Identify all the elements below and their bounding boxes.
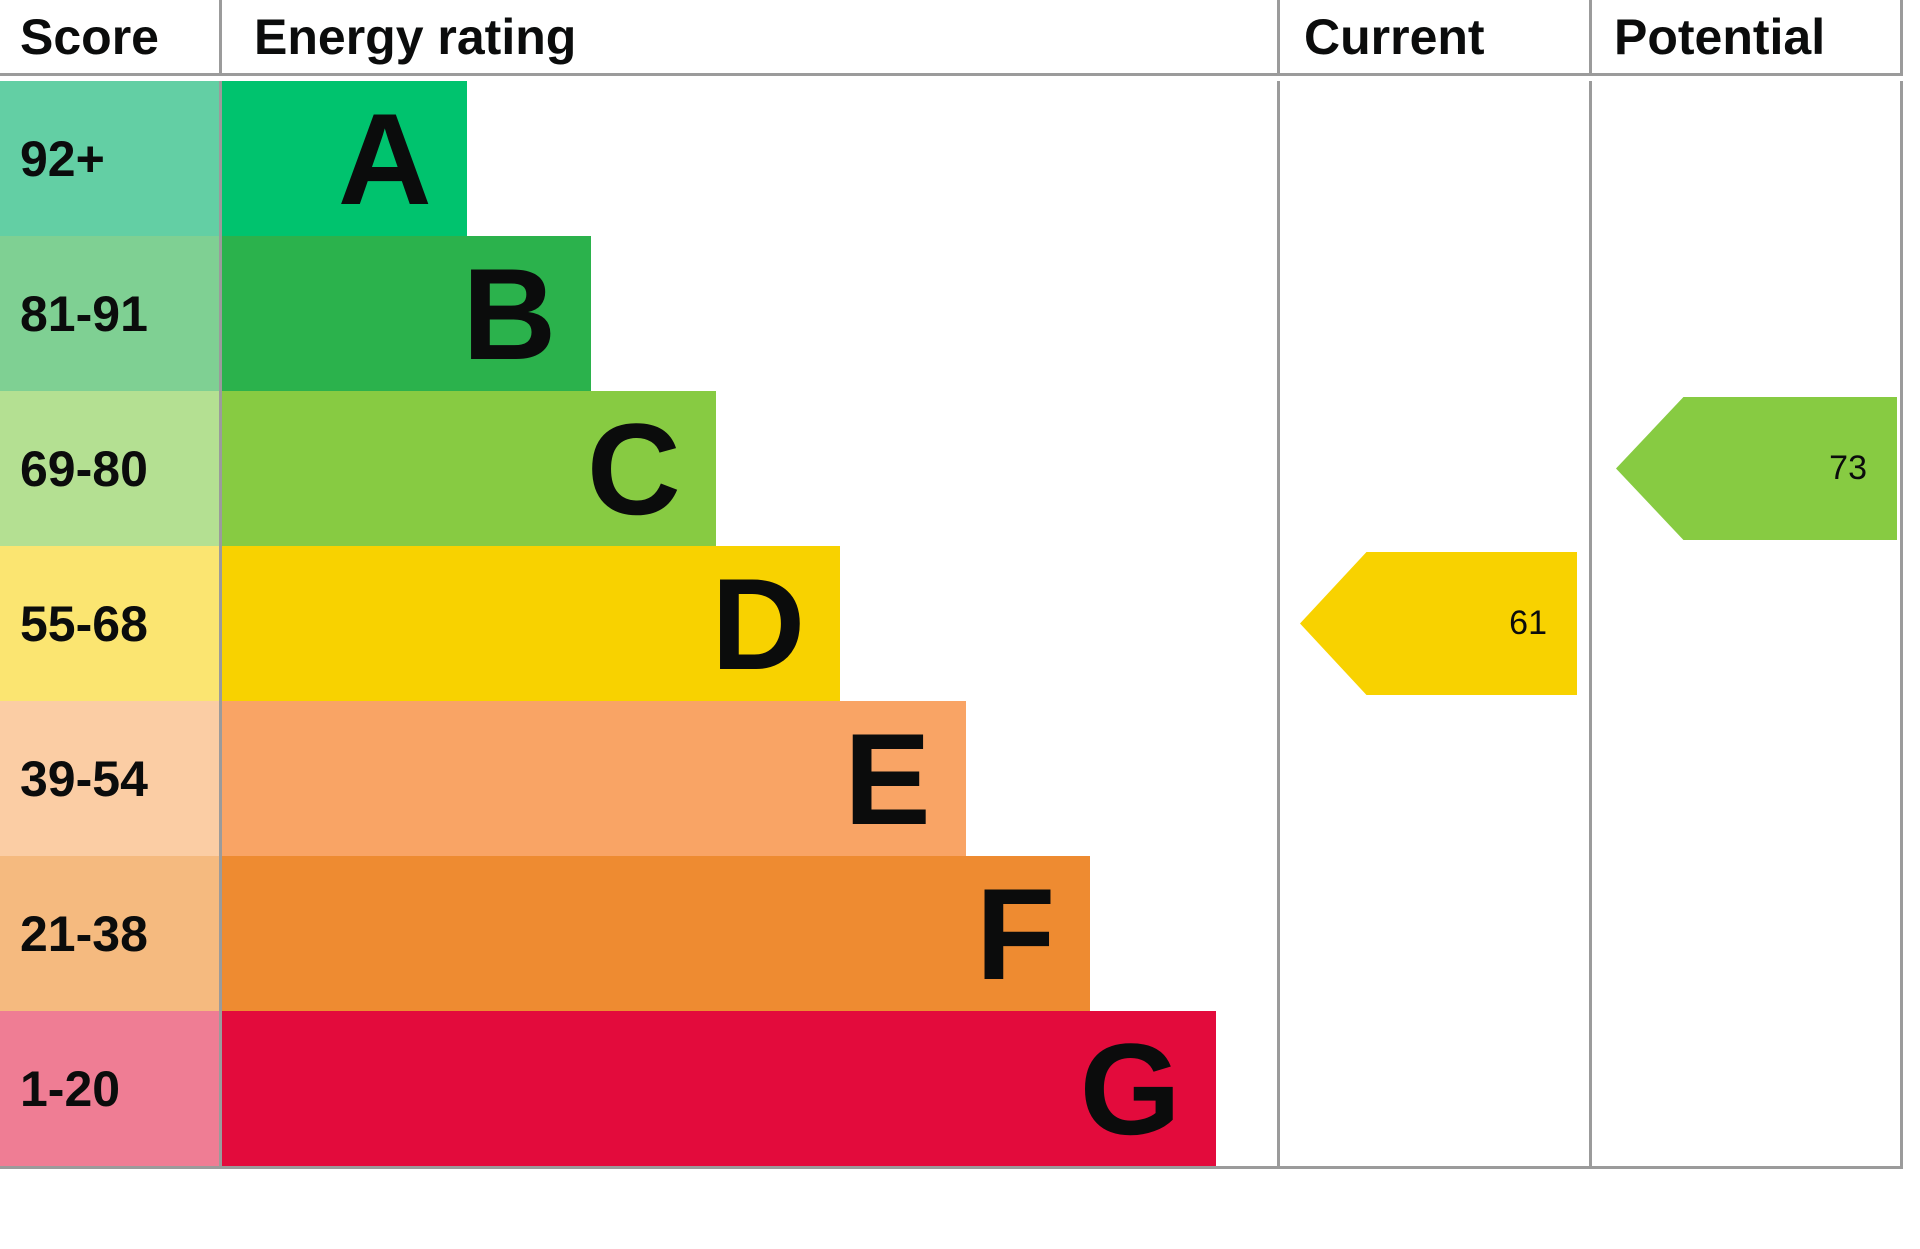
- rating-rows: 92+ A 81-91 B 69-80 C: [0, 76, 1903, 1169]
- score-range-cell: 81-91: [0, 236, 222, 391]
- current-cell: [1280, 856, 1592, 1011]
- energy-rating-column-header: Energy rating: [222, 0, 1280, 73]
- rating-row: 81-91 B: [0, 236, 1903, 391]
- potential-cell: [1592, 546, 1903, 701]
- current-cell: [1280, 81, 1592, 236]
- potential-column-header: Potential: [1592, 0, 1903, 73]
- rating-bar-area: D: [222, 546, 1280, 701]
- current-cell: [1280, 1011, 1592, 1166]
- rating-row: 21-38 F: [0, 856, 1903, 1011]
- potential-cell: 73: [1592, 391, 1903, 546]
- potential-rating-value: 73: [1829, 449, 1867, 487]
- score-column-header: Score: [0, 0, 222, 73]
- rating-letter: C: [586, 395, 681, 542]
- current-cell: [1280, 236, 1592, 391]
- chart-header-row: Score Energy rating Current Potential: [0, 0, 1903, 76]
- rating-row: 55-68 D 61: [0, 546, 1903, 701]
- rating-row: 1-20 G: [0, 1011, 1903, 1166]
- score-range-cell: 21-38: [0, 856, 222, 1011]
- rating-bar: F: [222, 856, 1091, 1011]
- current-column-header: Current: [1280, 0, 1592, 73]
- rating-bar: C: [222, 391, 716, 546]
- current-cell: 61: [1280, 546, 1592, 701]
- rating-letter: B: [462, 240, 557, 387]
- rating-bar: E: [222, 701, 966, 856]
- potential-cell: [1592, 81, 1903, 236]
- rating-letter: A: [337, 85, 432, 232]
- score-range-cell: 69-80: [0, 391, 222, 546]
- rating-bar-area: B: [222, 236, 1280, 391]
- rating-bar: G: [222, 1011, 1216, 1166]
- potential-cell: [1592, 856, 1903, 1011]
- potential-rating-arrow: 73: [1616, 397, 1897, 540]
- rating-bar: D: [222, 546, 841, 701]
- current-rating-arrow: 61: [1300, 552, 1577, 695]
- rating-bar-area: F: [222, 856, 1280, 1011]
- score-range-cell: 92+: [0, 81, 222, 236]
- potential-cell: [1592, 236, 1903, 391]
- rating-letter: D: [711, 550, 806, 697]
- score-range-cell: 1-20: [0, 1011, 222, 1166]
- rating-row: 92+ A: [0, 81, 1903, 236]
- rating-letter: F: [975, 860, 1056, 1007]
- rating-letter: G: [1079, 1015, 1181, 1162]
- rating-bar: A: [222, 81, 467, 236]
- rating-bar: B: [222, 236, 592, 391]
- current-cell: [1280, 391, 1592, 546]
- rating-bar-area: C: [222, 391, 1280, 546]
- rating-row: 39-54 E: [0, 701, 1903, 856]
- rating-bar-area: A: [222, 81, 1280, 236]
- potential-cell: [1592, 1011, 1903, 1166]
- score-range-cell: 39-54: [0, 701, 222, 856]
- current-rating-value: 61: [1509, 604, 1547, 642]
- score-range-cell: 55-68: [0, 546, 222, 701]
- current-cell: [1280, 701, 1592, 856]
- rating-bar-area: G: [222, 1011, 1280, 1166]
- rating-bar-area: E: [222, 701, 1280, 856]
- potential-cell: [1592, 701, 1903, 856]
- rating-letter: E: [844, 705, 931, 852]
- rating-row: 69-80 C 73: [0, 391, 1903, 546]
